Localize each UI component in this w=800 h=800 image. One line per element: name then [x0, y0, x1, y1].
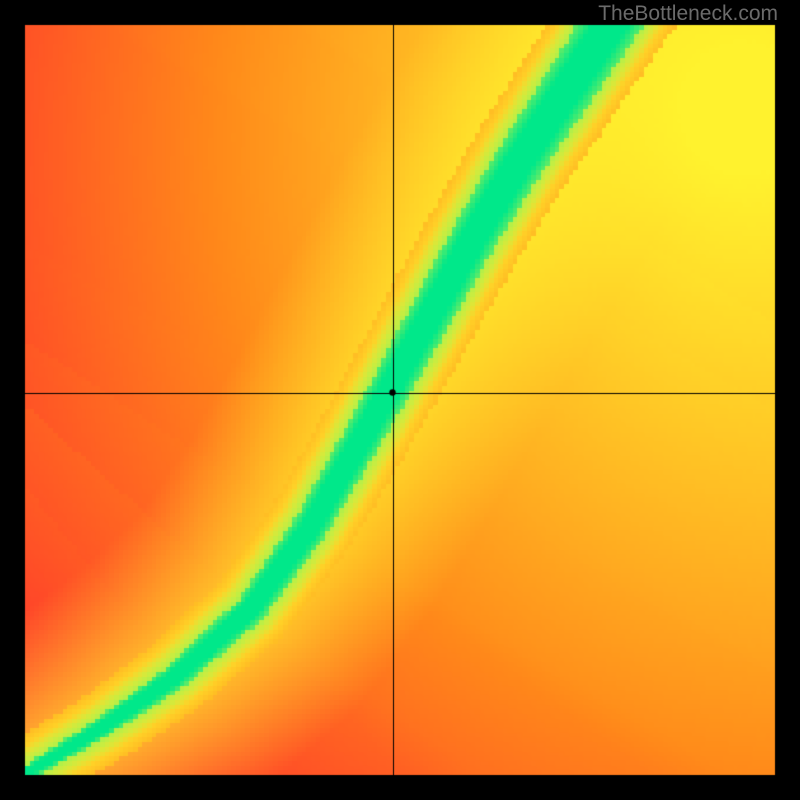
bottleneck-heatmap-canvas — [0, 0, 800, 800]
watermark-text: TheBottleneck.com — [598, 2, 778, 26]
chart-container: TheBottleneck.com — [0, 0, 800, 800]
